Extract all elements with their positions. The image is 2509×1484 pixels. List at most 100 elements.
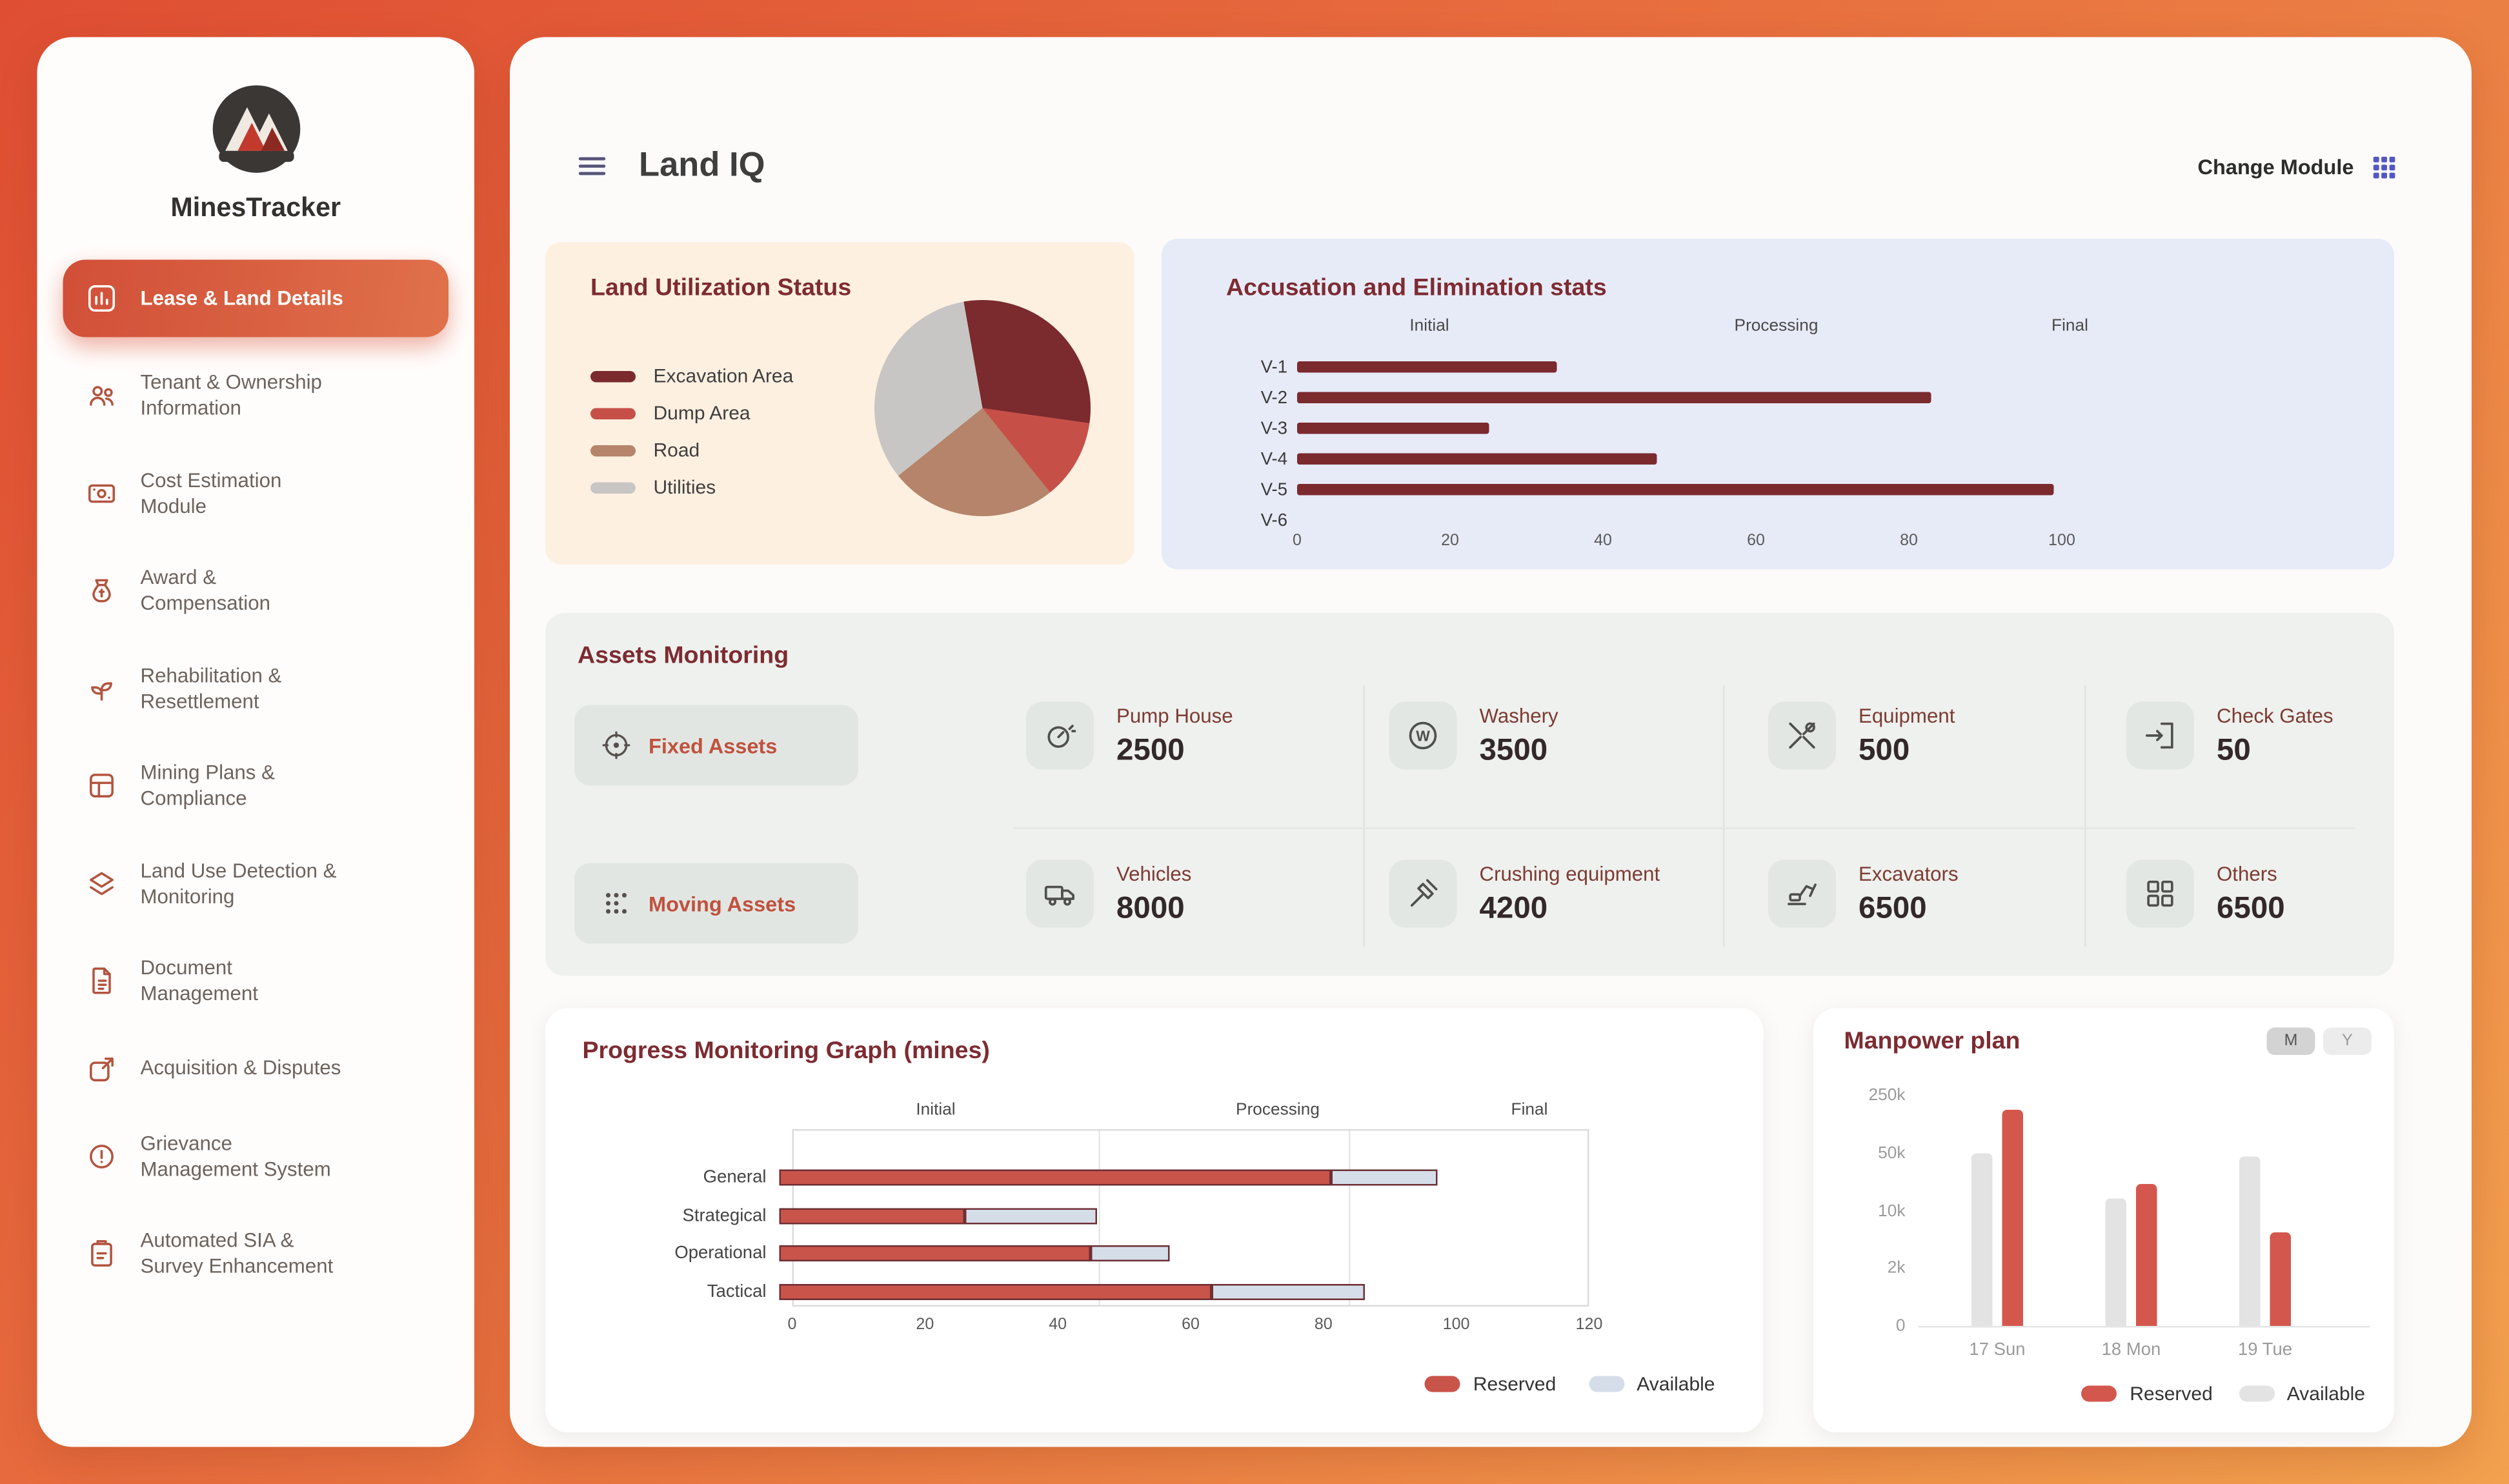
acc-bar-track: [1297, 505, 2062, 536]
change-module-button[interactable]: Change Module: [2198, 152, 2397, 180]
progress-bar-segment-reserved: [779, 1245, 1091, 1262]
acc-category-label: V-5: [1260, 479, 1287, 499]
stat-crushing-equipment: Crushing equipment 4200: [1389, 859, 1660, 928]
phase-header: Processing: [1734, 316, 1819, 336]
rehabilitation-icon: [84, 672, 119, 705]
progress-bar-segment-available: [1211, 1284, 1365, 1301]
sidebar-item-automated-sia[interactable]: Automated SIA & Survey Enhancement: [63, 1215, 449, 1293]
x-tick-label: 19 Tue: [2237, 1340, 2293, 1360]
legend-label: Available: [2286, 1382, 2365, 1405]
sidebar-item-cost-estimation[interactable]: Cost Estimation Module: [63, 454, 449, 532]
sidebar-item-lease-land-details[interactable]: Lease & Land Details: [63, 259, 448, 337]
phase-header: Final: [2051, 316, 2088, 336]
sidebar-item-award-compensation[interactable]: Award & Compensation: [63, 552, 449, 630]
progress-row: Strategical: [545, 1198, 1589, 1234]
x-tick-label: 0: [1293, 532, 1302, 550]
land-utilization-title: Land Utilization Status: [590, 274, 852, 302]
acc-category-label: V-1: [1260, 357, 1287, 377]
assets-monitoring-section: Assets Monitoring Fixed Assets Moving As…: [545, 613, 2394, 976]
moving-assets-button[interactable]: Moving Assets: [574, 863, 858, 944]
legend-item: Reserved: [2081, 1383, 2213, 1405]
x-tick-label: 80: [1314, 1316, 1333, 1334]
progress-bar-segment-reserved: [779, 1169, 1331, 1186]
acquisition-icon: [84, 1052, 119, 1085]
progress-category-label: Operational: [674, 1244, 767, 1264]
progress-monitoring-card: Progress Monitoring Graph (mines) Initia…: [545, 1008, 1764, 1432]
y-tick-label: 0: [1895, 1316, 1906, 1336]
x-tick-label: 60: [1747, 532, 1765, 550]
crushing-equipment-icon: [1389, 859, 1457, 928]
sidebar-item-label: Land Use Detection & Monitoring: [140, 859, 337, 908]
stat-excavators: Excavators 6500: [1768, 859, 1959, 928]
legend-swatch: [1424, 1376, 1460, 1392]
pie-legend: Excavation Area Dump Area Road Utilities: [590, 365, 793, 499]
manpower-bar-reserved: [2270, 1232, 2291, 1326]
accusation-stats-card: Accusation and Elimination stats Initial…: [1162, 239, 2394, 570]
stat-label: Others: [2217, 863, 2277, 886]
progress-row: Tactical: [545, 1274, 1589, 1310]
legend-label: Road: [653, 439, 700, 461]
stat-value: 50: [2217, 734, 2251, 768]
progress-category-label: General: [703, 1168, 767, 1187]
tenant-ownership-icon: [84, 379, 119, 412]
divider: [1013, 827, 2355, 829]
progress-row: General: [545, 1160, 1589, 1196]
progress-bar-segments: [779, 1284, 1365, 1301]
sidebar-item-label: Cost Estimation Module: [140, 468, 282, 517]
x-tick-label: 18 Mon: [2101, 1340, 2161, 1360]
monthly-toggle[interactable]: M: [2266, 1027, 2315, 1055]
assets-title: Assets Monitoring: [578, 642, 789, 670]
sidebar-item-label: Award & Compensation: [140, 566, 271, 616]
manpower-bar-available: [2105, 1199, 2126, 1326]
apps-grid-icon: [2370, 152, 2398, 180]
svg-text:W: W: [1416, 727, 1430, 744]
legend-label: Excavation Area: [653, 365, 794, 387]
stat-label: Equipment: [1859, 705, 1955, 728]
sidebar-item-land-use-detection[interactable]: Land Use Detection & Monitoring: [63, 845, 449, 923]
acc-bar: [1297, 423, 1489, 434]
acc-bar-track: [1297, 474, 2062, 505]
washery-icon: W: [1389, 701, 1457, 770]
stat-label: Excavators: [1859, 863, 1959, 886]
x-tick-label: 120: [1575, 1316, 1603, 1334]
acc-row: V-4: [1226, 444, 2065, 475]
yearly-toggle[interactable]: Y: [2323, 1027, 2372, 1055]
fixed-assets-button[interactable]: Fixed Assets: [574, 705, 858, 786]
legend-label: Available: [1637, 1372, 1715, 1396]
divider: [2084, 685, 2086, 947]
sidebar-item-document-management[interactable]: Document Management: [63, 942, 449, 1020]
sidebar-item-acquisition-disputes[interactable]: Acquisition & Disputes: [63, 1039, 449, 1098]
sidebar-item-label: Automated SIA & Survey Enhancement: [140, 1229, 334, 1278]
x-tick-label: 100: [1442, 1316, 1470, 1334]
x-tick-label: 0: [787, 1316, 797, 1334]
stat-pump-house: Pump House 2500: [1026, 701, 1233, 770]
legend-label: Reserved: [1473, 1372, 1557, 1396]
document-icon: [84, 965, 119, 998]
menu-icon[interactable]: [574, 148, 610, 184]
stat-washery: W Washery 3500: [1389, 701, 1558, 770]
stat-label: Crushing equipment: [1479, 863, 1660, 886]
sidebar-nav: Lease & Land Details Tenant & Ownership …: [37, 259, 475, 1312]
legend-label: Utilities: [653, 476, 716, 499]
x-tick-label: 40: [1594, 532, 1612, 550]
acc-row: V-1: [1226, 352, 2065, 383]
acc-bar: [1297, 361, 1557, 373]
sidebar-item-tenant-ownership[interactable]: Tenant & Ownership Information: [63, 357, 449, 435]
legend-swatch: [590, 407, 636, 419]
main-panel: Land IQ Change Module Land Utilization S…: [510, 37, 2472, 1447]
main-header: Land IQ Change Module: [574, 137, 2397, 196]
accusation-title: Accusation and Elimination stats: [1226, 274, 1607, 302]
manpower-plan-card: Manpower plan M Y 0 2k 10k 50k 250k 17 Sun 18 …: [1813, 1008, 2394, 1432]
sidebar-item-grievance-management[interactable]: Grievance Management System: [63, 1117, 449, 1195]
progress-bar-segment-available: [1091, 1245, 1170, 1262]
progress-bar-segment-reserved: [779, 1207, 965, 1224]
stat-value: 2500: [1116, 734, 1185, 768]
acc-bar: [1297, 453, 1657, 465]
y-tick-label: 250k: [1868, 1085, 1906, 1105]
sidebar-item-mining-plans[interactable]: Mining Plans & Compliance: [63, 747, 449, 825]
acc-row: V-6: [1226, 505, 2065, 536]
sidebar-item-rehabilitation[interactable]: Rehabilitation & Resettlement: [63, 649, 449, 727]
manpower-bar-available: [1971, 1152, 1993, 1326]
gridline: [1099, 1130, 1102, 1305]
